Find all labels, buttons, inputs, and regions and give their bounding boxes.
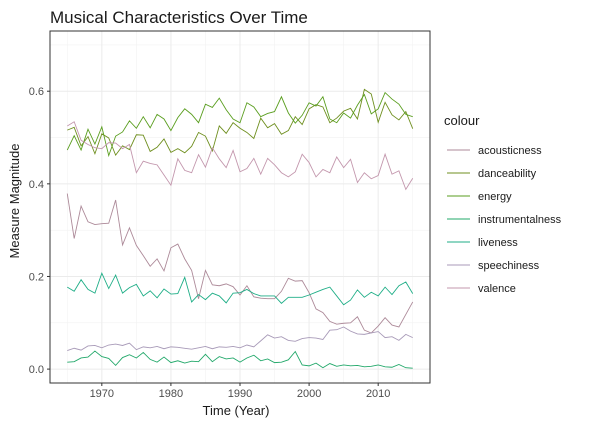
x-tick-label: 1990 (228, 388, 252, 400)
x-axis-title: Time (Year) (203, 403, 270, 418)
legend-title: colour (444, 113, 480, 128)
legend-label-danceability: danceability (478, 168, 537, 180)
legend-label-speechiness: speechiness (478, 260, 540, 272)
x-tick-label: 1980 (159, 388, 183, 400)
y-tick-label: 0.0 (29, 364, 44, 376)
x-tick-label: 2000 (297, 388, 321, 400)
y-tick-label: 0.6 (29, 86, 44, 98)
y-tick-label: 0.2 (29, 271, 44, 283)
y-axis-title: Measure Magnitude (7, 144, 22, 259)
plot-area (50, 31, 430, 383)
legend-label-acousticness: acousticness (478, 145, 542, 157)
x-tick-label: 2010 (366, 388, 390, 400)
legend-label-valence: valence (478, 283, 516, 295)
legend-label-instrumentalness: instrumentalness (478, 214, 562, 226)
legend-label-liveness: liveness (478, 237, 518, 249)
x-tick-label: 1970 (90, 388, 114, 400)
legend: acousticness danceability energy instrument… (447, 145, 562, 295)
chart-title: Musical Characteristics Over Time (50, 8, 308, 27)
y-tick-label: 0.4 (29, 179, 44, 191)
legend-label-energy: energy (478, 191, 512, 203)
